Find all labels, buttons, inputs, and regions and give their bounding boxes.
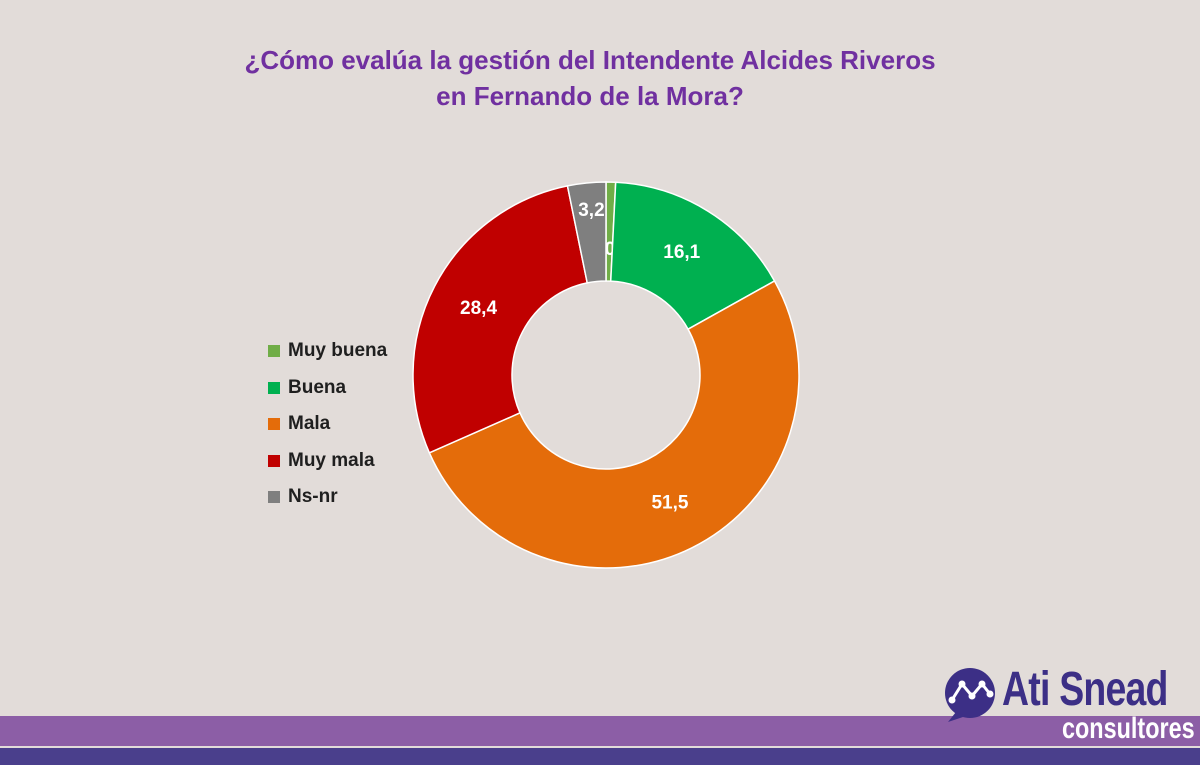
chart-bubble-icon [945, 668, 995, 722]
data-label-ns-nr: 3,2 [578, 200, 604, 221]
slice-buena [609, 181, 776, 331]
data-label-mala: 51,5 [651, 492, 688, 513]
legend-label-muy-buena: Muy buena [288, 340, 388, 362]
slice-ns-nr [566, 181, 607, 284]
chart-legend: Muy buena Buena Mala Muy mala Ns-nr [268, 333, 387, 516]
chart-title-line-1: ¿Cómo evalúa la gestión del Intendente A… [244, 45, 936, 75]
legend-swatch-muy-buena [268, 345, 280, 358]
legend-label-muy-mala: Muy mala [288, 449, 375, 471]
legend-swatch-ns-nr [268, 491, 280, 504]
legend-swatch-mala [268, 418, 280, 431]
legend-item-muy-mala: Muy mala [268, 443, 387, 480]
chart-title-line-2: en Fernando de la Mora? [436, 81, 744, 111]
legend-item-ns-nr: Ns-nr [268, 479, 387, 516]
legend-item-buena: Buena [268, 370, 387, 407]
brand-logo: Ati Snead consultores [938, 662, 1195, 762]
legend-swatch-buena [268, 381, 280, 394]
data-label-buena: 16,1 [663, 242, 700, 263]
legend-swatch-muy-mala [268, 454, 280, 467]
slice-muy-mala [412, 185, 589, 454]
legend-item-muy-buena: Muy buena [268, 333, 387, 370]
legend-label-ns-nr: Ns-nr [288, 486, 338, 508]
brand-subtitle: consultores [1062, 712, 1195, 745]
brand-name: Ati Snead [1002, 663, 1168, 716]
footer-band-light [0, 716, 1200, 746]
slice-mala [428, 279, 800, 569]
chart-title: ¿Cómo evalúa la gestión del Intendente A… [0, 42, 1180, 114]
legend-label-buena: Buena [288, 376, 347, 398]
legend-label-mala: Mala [288, 413, 331, 435]
footer-band-dark [0, 748, 1200, 765]
data-label-muy-mala: 28,4 [460, 298, 497, 319]
legend-item-mala: Mala [268, 406, 387, 443]
